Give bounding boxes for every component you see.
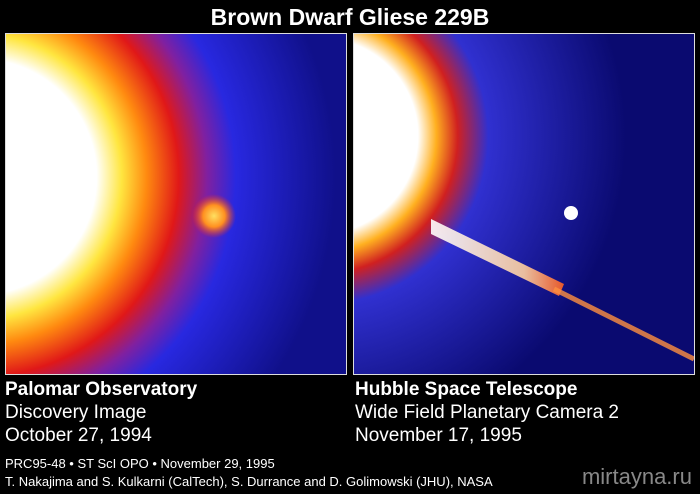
palomar-svg — [6, 34, 346, 374]
palomar-image — [5, 33, 347, 375]
hubble-svg — [354, 34, 694, 374]
panel-heading: Palomar Observatory — [5, 379, 198, 400]
hubble-image — [353, 33, 695, 375]
watermark: mirtayna.ru — [581, 464, 692, 489]
brown-dwarf — [192, 194, 236, 238]
panel-heading: Hubble Space Telescope — [355, 379, 578, 400]
brown-dwarf — [564, 206, 578, 220]
credit: T. Nakajima and S. Kulkarni (CalTech), S… — [5, 474, 493, 489]
glow — [6, 34, 346, 374]
title: Brown Dwarf Gliese 229B — [210, 4, 490, 30]
credit: PRC95-48 • ST ScI OPO • November 29, 199… — [5, 456, 275, 471]
panel-line: Discovery Image — [5, 402, 147, 423]
glow — [354, 34, 694, 374]
spike — [552, 286, 694, 362]
panel-line: October 27, 1994 — [5, 425, 152, 446]
panel-line: November 17, 1995 — [355, 425, 522, 446]
panel-line: Wide Field Planetary Camera 2 — [355, 402, 619, 423]
spike — [431, 219, 564, 296]
